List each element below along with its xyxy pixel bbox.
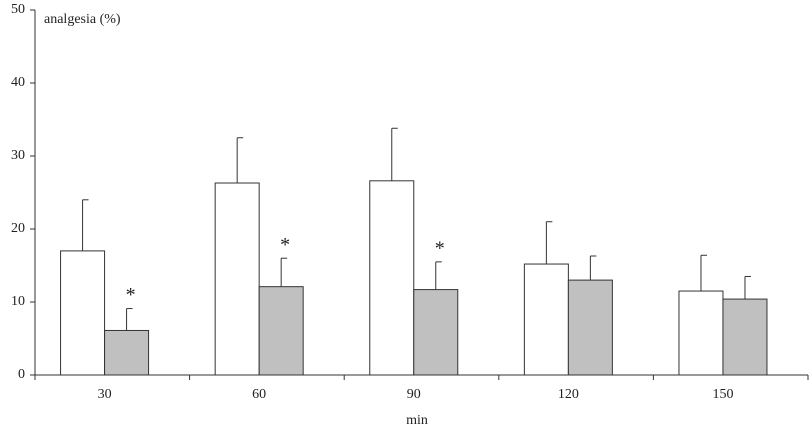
- x-tick-label: 30: [98, 387, 112, 402]
- x-tick-label: 90: [407, 387, 421, 402]
- significance-mark: *: [126, 284, 136, 306]
- bar: [567, 279, 613, 376]
- significance-mark: *: [435, 237, 445, 259]
- bar: [523, 263, 569, 376]
- x-tick-label: 60: [252, 387, 266, 402]
- y-tick-label: 10: [11, 294, 25, 309]
- bar: [678, 290, 724, 376]
- y-tick-label: 50: [11, 2, 25, 17]
- y-tick-label: 40: [11, 75, 25, 90]
- bar: [258, 286, 304, 376]
- significance-mark: *: [280, 234, 290, 256]
- y-tick-label: 30: [11, 148, 25, 163]
- bar: [722, 298, 768, 376]
- y-axis-label: analgesia (%): [44, 12, 121, 27]
- bar: [104, 329, 150, 376]
- y-tick-label: 20: [11, 221, 25, 236]
- x-tick-label: 120: [558, 387, 579, 402]
- bar: [214, 182, 260, 376]
- bar: [60, 250, 106, 376]
- bar: [369, 180, 415, 376]
- y-tick-label: 0: [18, 367, 25, 382]
- x-tick-label: 150: [712, 387, 733, 402]
- x-axis-label: min: [406, 413, 428, 428]
- bar: [413, 289, 459, 376]
